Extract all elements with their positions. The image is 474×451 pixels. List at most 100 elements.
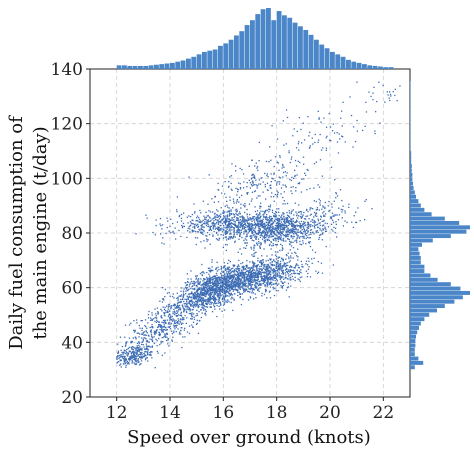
scatter-point [183,225,186,228]
scatter-point [287,286,289,288]
scatter-point [277,191,279,194]
scatter-point [272,232,275,234]
scatter-point [230,222,233,224]
scatter-point [125,343,127,345]
scatter-point [227,237,229,240]
scatter-point [229,230,231,232]
scatter-point [230,298,232,300]
scatter-point [295,147,298,149]
scatter-point [179,298,182,301]
scatter-point [249,280,251,282]
scatter-point [206,220,208,222]
scatter-point [331,130,334,132]
scatter-point [138,336,140,338]
scatter-point [222,282,224,285]
scatter-point [245,245,248,247]
scatter-point [264,264,266,266]
x-histogram-bar [330,51,335,69]
scatter-point [223,271,225,273]
scatter-point [269,209,271,211]
scatter-point [217,234,219,236]
scatter-point [243,218,245,220]
scatter-point [135,348,137,350]
scatter-point [240,262,242,265]
scatter-point [265,277,267,279]
x-histogram-bar [175,61,181,69]
scatter-point [229,287,231,289]
scatter-point [216,216,218,218]
scatter-point [209,227,211,229]
scatter-point [216,239,219,241]
scatter-point [248,165,250,167]
scatter-point [324,201,326,204]
scatter-point [196,285,198,287]
scatter-point [335,214,337,216]
scatter-point [331,228,333,231]
scatter-point [226,284,228,286]
scatter-point [155,315,157,317]
scatter-point [264,279,267,281]
scatter-point [259,247,261,249]
scatter-point [287,235,289,238]
scatter-point [225,233,227,235]
scatter-point [239,248,241,250]
scatter-point [224,232,226,234]
scatter-point [279,227,281,230]
scatter-point [166,310,168,312]
scatter-point [277,225,279,227]
scatter-point [153,332,156,335]
scatter-point [198,305,200,307]
scatter-point [197,287,199,289]
scatter-point [298,279,300,281]
scatter-point [265,227,267,230]
scatter-point [221,227,223,229]
scatter-point [149,352,151,354]
scatter-point [192,321,195,323]
scatter-point [233,227,235,229]
scatter-point [274,218,277,220]
scatter-point [255,265,257,267]
scatter-point [255,224,257,226]
scatter-point [141,352,143,354]
scatter-point [249,276,251,278]
scatter-point [276,235,278,237]
scatter-point [205,218,207,221]
scatter-point [341,125,343,127]
scatter-point [207,285,209,287]
scatter-point [117,355,119,357]
scatter-point [235,226,237,228]
scatter-point [315,231,317,233]
scatter-point [277,230,279,232]
scatter-point [236,199,238,201]
scatter-point [204,288,206,291]
scatter-point [125,366,127,368]
scatter-point [196,298,198,300]
scatter-point [279,249,281,252]
scatter-point [257,220,259,222]
scatter-point [223,215,225,217]
scatter-point [146,332,148,334]
y-histogram-bar [410,203,421,208]
scatter-point [176,292,178,294]
scatter-point [392,91,394,93]
scatter-point [240,304,243,306]
scatter-point [123,355,125,358]
scatter-point [203,294,205,296]
y-histogram-bar [410,273,431,278]
scatter-point [289,279,291,281]
scatter-point [195,277,198,279]
scatter-point [277,162,279,164]
scatter-point [240,286,242,288]
scatter-point [273,215,275,218]
scatter-point [180,213,183,216]
scatter-point [172,222,174,225]
scatter-point [275,262,277,264]
scatter-point [190,278,192,280]
scatter-point [244,268,246,270]
scatter-point [286,267,288,270]
scatter-point [197,305,199,307]
scatter-point [296,269,298,272]
scatter-point [285,186,287,188]
scatter-point [146,341,148,343]
scatter-point [272,286,274,288]
